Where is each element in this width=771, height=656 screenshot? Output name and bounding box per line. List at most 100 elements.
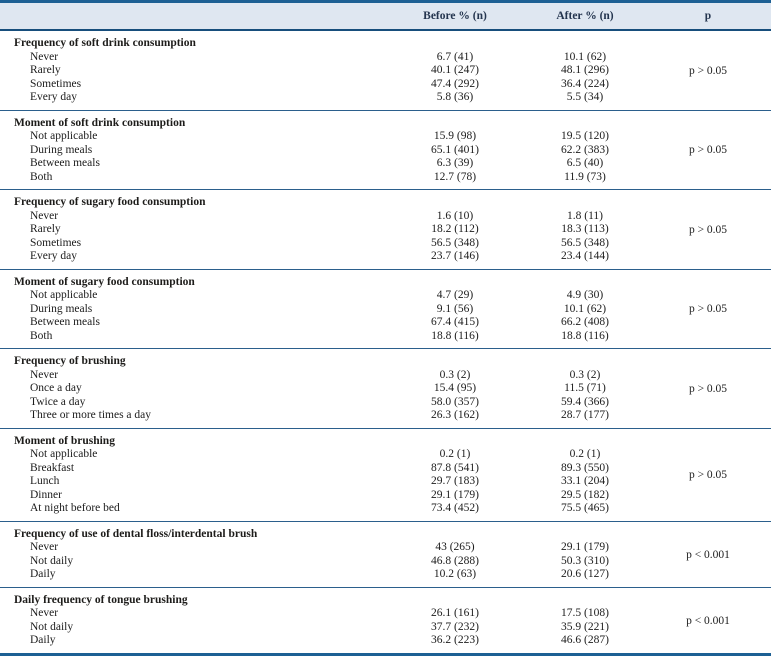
- after-value: 0.2 (1): [569, 448, 601, 460]
- row-label: Rarely: [30, 223, 61, 235]
- after-value: 23.4 (144): [561, 250, 609, 262]
- before-value: 36.2 (223): [431, 634, 479, 646]
- row-label: Lunch: [30, 475, 60, 487]
- row-label: During meals: [30, 302, 93, 315]
- section-rows: Daily frequency of tongue brushing Never 2…: [0, 594, 645, 648]
- row-label: During meals: [30, 143, 93, 156]
- before-value: 9.1 (56): [436, 302, 474, 315]
- before-value: 6.3 (39): [436, 157, 474, 169]
- row-label: Not applicable: [30, 448, 98, 460]
- before-value: 6.7 (41): [436, 50, 474, 63]
- after-value: 4.9 (30): [566, 289, 604, 301]
- after-value: 59.4 (366): [561, 395, 609, 408]
- after-value: 50.3 (310): [561, 554, 609, 567]
- table-section: Frequency of sugary food consumption Neve…: [0, 189, 771, 269]
- section-rows: Frequency of soft drink consumption Never…: [0, 37, 645, 105]
- table-section: Daily frequency of tongue brushing Never 2…: [0, 586, 771, 653]
- before-value: 0.3 (2): [439, 368, 471, 381]
- before-value: 56.5 (348): [431, 236, 479, 249]
- row-label: Daily: [30, 568, 56, 580]
- section-rows: Frequency of brushing Never 0.3 (2) 0.3 (2)…: [0, 355, 645, 423]
- row-label: Three or more times a day: [30, 409, 152, 421]
- after-value: 1.8 (11): [567, 209, 603, 222]
- row-label: Not daily: [30, 620, 74, 633]
- after-value: 33.1 (204): [561, 475, 609, 487]
- section-rows: Moment of sugary food consumption Not app…: [0, 276, 645, 344]
- p-value-cell: p < 0.001: [645, 594, 771, 648]
- table-section: Moment of soft drink consumption Not appl…: [0, 109, 771, 190]
- row-label: Twice a day: [30, 395, 86, 408]
- after-value: 89.3 (550): [561, 461, 609, 474]
- after-value: 62.2 (383): [561, 143, 609, 156]
- table-header-row: Before % (n) After % (n) p: [0, 0, 771, 31]
- row-label: Never: [30, 541, 59, 553]
- after-value: 0.3 (2): [569, 368, 601, 381]
- after-value: 5.5 (34): [566, 91, 604, 103]
- after-value: 18.3 (113): [561, 223, 609, 235]
- column-header-after: After % (n): [556, 10, 614, 22]
- p-value: p > 0.05: [688, 382, 728, 395]
- before-value: 73.4 (452): [431, 502, 479, 514]
- section-header: Frequency of use of dental floss/interde…: [14, 527, 258, 540]
- column-header-before: Before % (n): [423, 10, 487, 22]
- before-value: 26.3 (162): [431, 409, 479, 421]
- after-value: 20.6 (127): [561, 568, 609, 580]
- after-value: 56.5 (348): [561, 236, 609, 249]
- before-value: 26.1 (161): [431, 607, 479, 619]
- p-value-cell: p < 0.001: [645, 528, 771, 582]
- section-rows: Frequency of sugary food consumption Neve…: [0, 196, 645, 264]
- row-label: Sometimes: [30, 77, 82, 90]
- before-value: 40.1 (247): [431, 64, 479, 76]
- before-value: 15.9 (98): [433, 130, 477, 142]
- table-section: Moment of sugary food consumption Not app…: [0, 268, 771, 349]
- row-label: Sometimes: [30, 236, 82, 249]
- after-value: 11.9 (73): [564, 170, 606, 183]
- before-value: 10.2 (63): [433, 568, 477, 580]
- section-header: Frequency of sugary food consumption: [14, 196, 206, 208]
- section-rows: Moment of soft drink consumption Not appl…: [0, 117, 645, 185]
- row-label: Dinner: [30, 488, 62, 501]
- row-label: Between meals: [30, 157, 100, 169]
- after-value: 28.7 (177): [561, 409, 609, 421]
- p-value-cell: p > 0.05: [645, 37, 771, 105]
- before-value: 23.7 (146): [431, 250, 479, 262]
- row-label: Once a day: [30, 382, 82, 394]
- row-label: Both: [30, 329, 53, 342]
- p-value-cell: p > 0.05: [645, 196, 771, 264]
- p-value: p < 0.001: [686, 548, 730, 561]
- after-value: 18.8 (116): [561, 329, 609, 342]
- after-value: 11.5 (71): [564, 382, 606, 394]
- after-value: 10.1 (62): [563, 302, 607, 315]
- before-value: 0.2 (1): [439, 448, 471, 460]
- section-rows: Frequency of use of dental floss/interde…: [0, 528, 645, 582]
- before-value: 43 (265): [435, 541, 475, 553]
- before-value: 29.1 (179): [431, 488, 479, 501]
- after-value: 6.5 (40): [566, 157, 604, 169]
- before-value: 4.7 (29): [436, 289, 474, 301]
- p-value: p > 0.05: [688, 144, 728, 157]
- before-value: 15.4 (95): [433, 382, 477, 394]
- row-label: Never: [30, 209, 59, 222]
- row-label: At night before bed: [30, 502, 120, 514]
- row-label: Daily: [30, 634, 56, 646]
- before-value: 87.8 (541): [431, 461, 479, 474]
- after-value: 29.5 (182): [561, 488, 609, 501]
- row-label: Breakfast: [30, 461, 75, 474]
- row-label: Not applicable: [30, 130, 98, 142]
- section-rows: Moment of brushing Not applicable 0.2 (1) 0…: [0, 435, 645, 516]
- p-value-cell: p > 0.05: [645, 117, 771, 185]
- row-label: Rarely: [30, 64, 61, 76]
- row-label: Never: [30, 368, 59, 381]
- after-value: 10.1 (62): [563, 50, 607, 63]
- section-header: Frequency of soft drink consumption: [14, 37, 196, 49]
- before-value: 5.8 (36): [436, 91, 474, 103]
- table-section: Frequency of brushing Never 0.3 (2) 0.3 (2)…: [0, 348, 771, 428]
- row-label: Every day: [30, 250, 77, 262]
- p-value: p < 0.001: [686, 614, 730, 627]
- before-value: 18.2 (112): [431, 223, 479, 235]
- after-value: 36.4 (224): [561, 77, 609, 90]
- after-value: 75.5 (465): [561, 502, 609, 514]
- row-label: Not applicable: [30, 289, 98, 301]
